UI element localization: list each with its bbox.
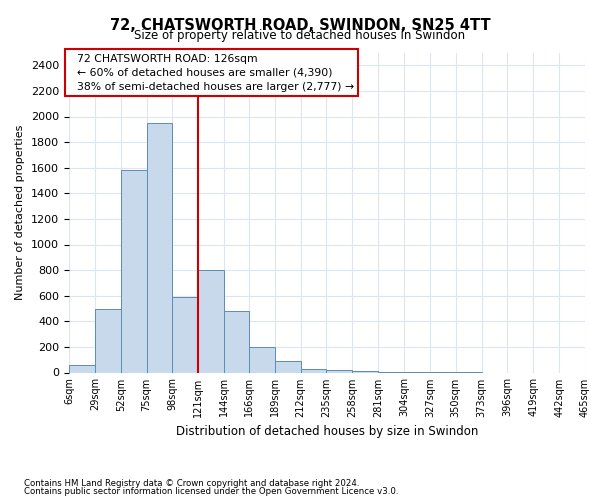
Bar — [172, 297, 198, 372]
Bar — [275, 361, 301, 372]
X-axis label: Distribution of detached houses by size in Swindon: Distribution of detached houses by size … — [176, 425, 478, 438]
Bar — [95, 308, 121, 372]
Bar — [198, 270, 224, 372]
Bar — [249, 347, 275, 372]
Text: 72 CHATSWORTH ROAD: 126sqm
  ← 60% of detached houses are smaller (4,390)
  38% : 72 CHATSWORTH ROAD: 126sqm ← 60% of deta… — [70, 54, 353, 92]
Bar — [352, 371, 378, 372]
Bar — [224, 311, 249, 372]
Text: Contains public sector information licensed under the Open Government Licence v3: Contains public sector information licen… — [24, 487, 398, 496]
Y-axis label: Number of detached properties: Number of detached properties — [16, 125, 25, 300]
Bar — [146, 123, 172, 372]
Text: 72, CHATSWORTH ROAD, SWINDON, SN25 4TT: 72, CHATSWORTH ROAD, SWINDON, SN25 4TT — [110, 18, 490, 32]
Bar — [326, 370, 352, 372]
Bar — [301, 368, 326, 372]
Bar — [121, 170, 146, 372]
Bar — [69, 365, 95, 372]
Text: Size of property relative to detached houses in Swindon: Size of property relative to detached ho… — [134, 29, 466, 42]
Text: Contains HM Land Registry data © Crown copyright and database right 2024.: Contains HM Land Registry data © Crown c… — [24, 478, 359, 488]
